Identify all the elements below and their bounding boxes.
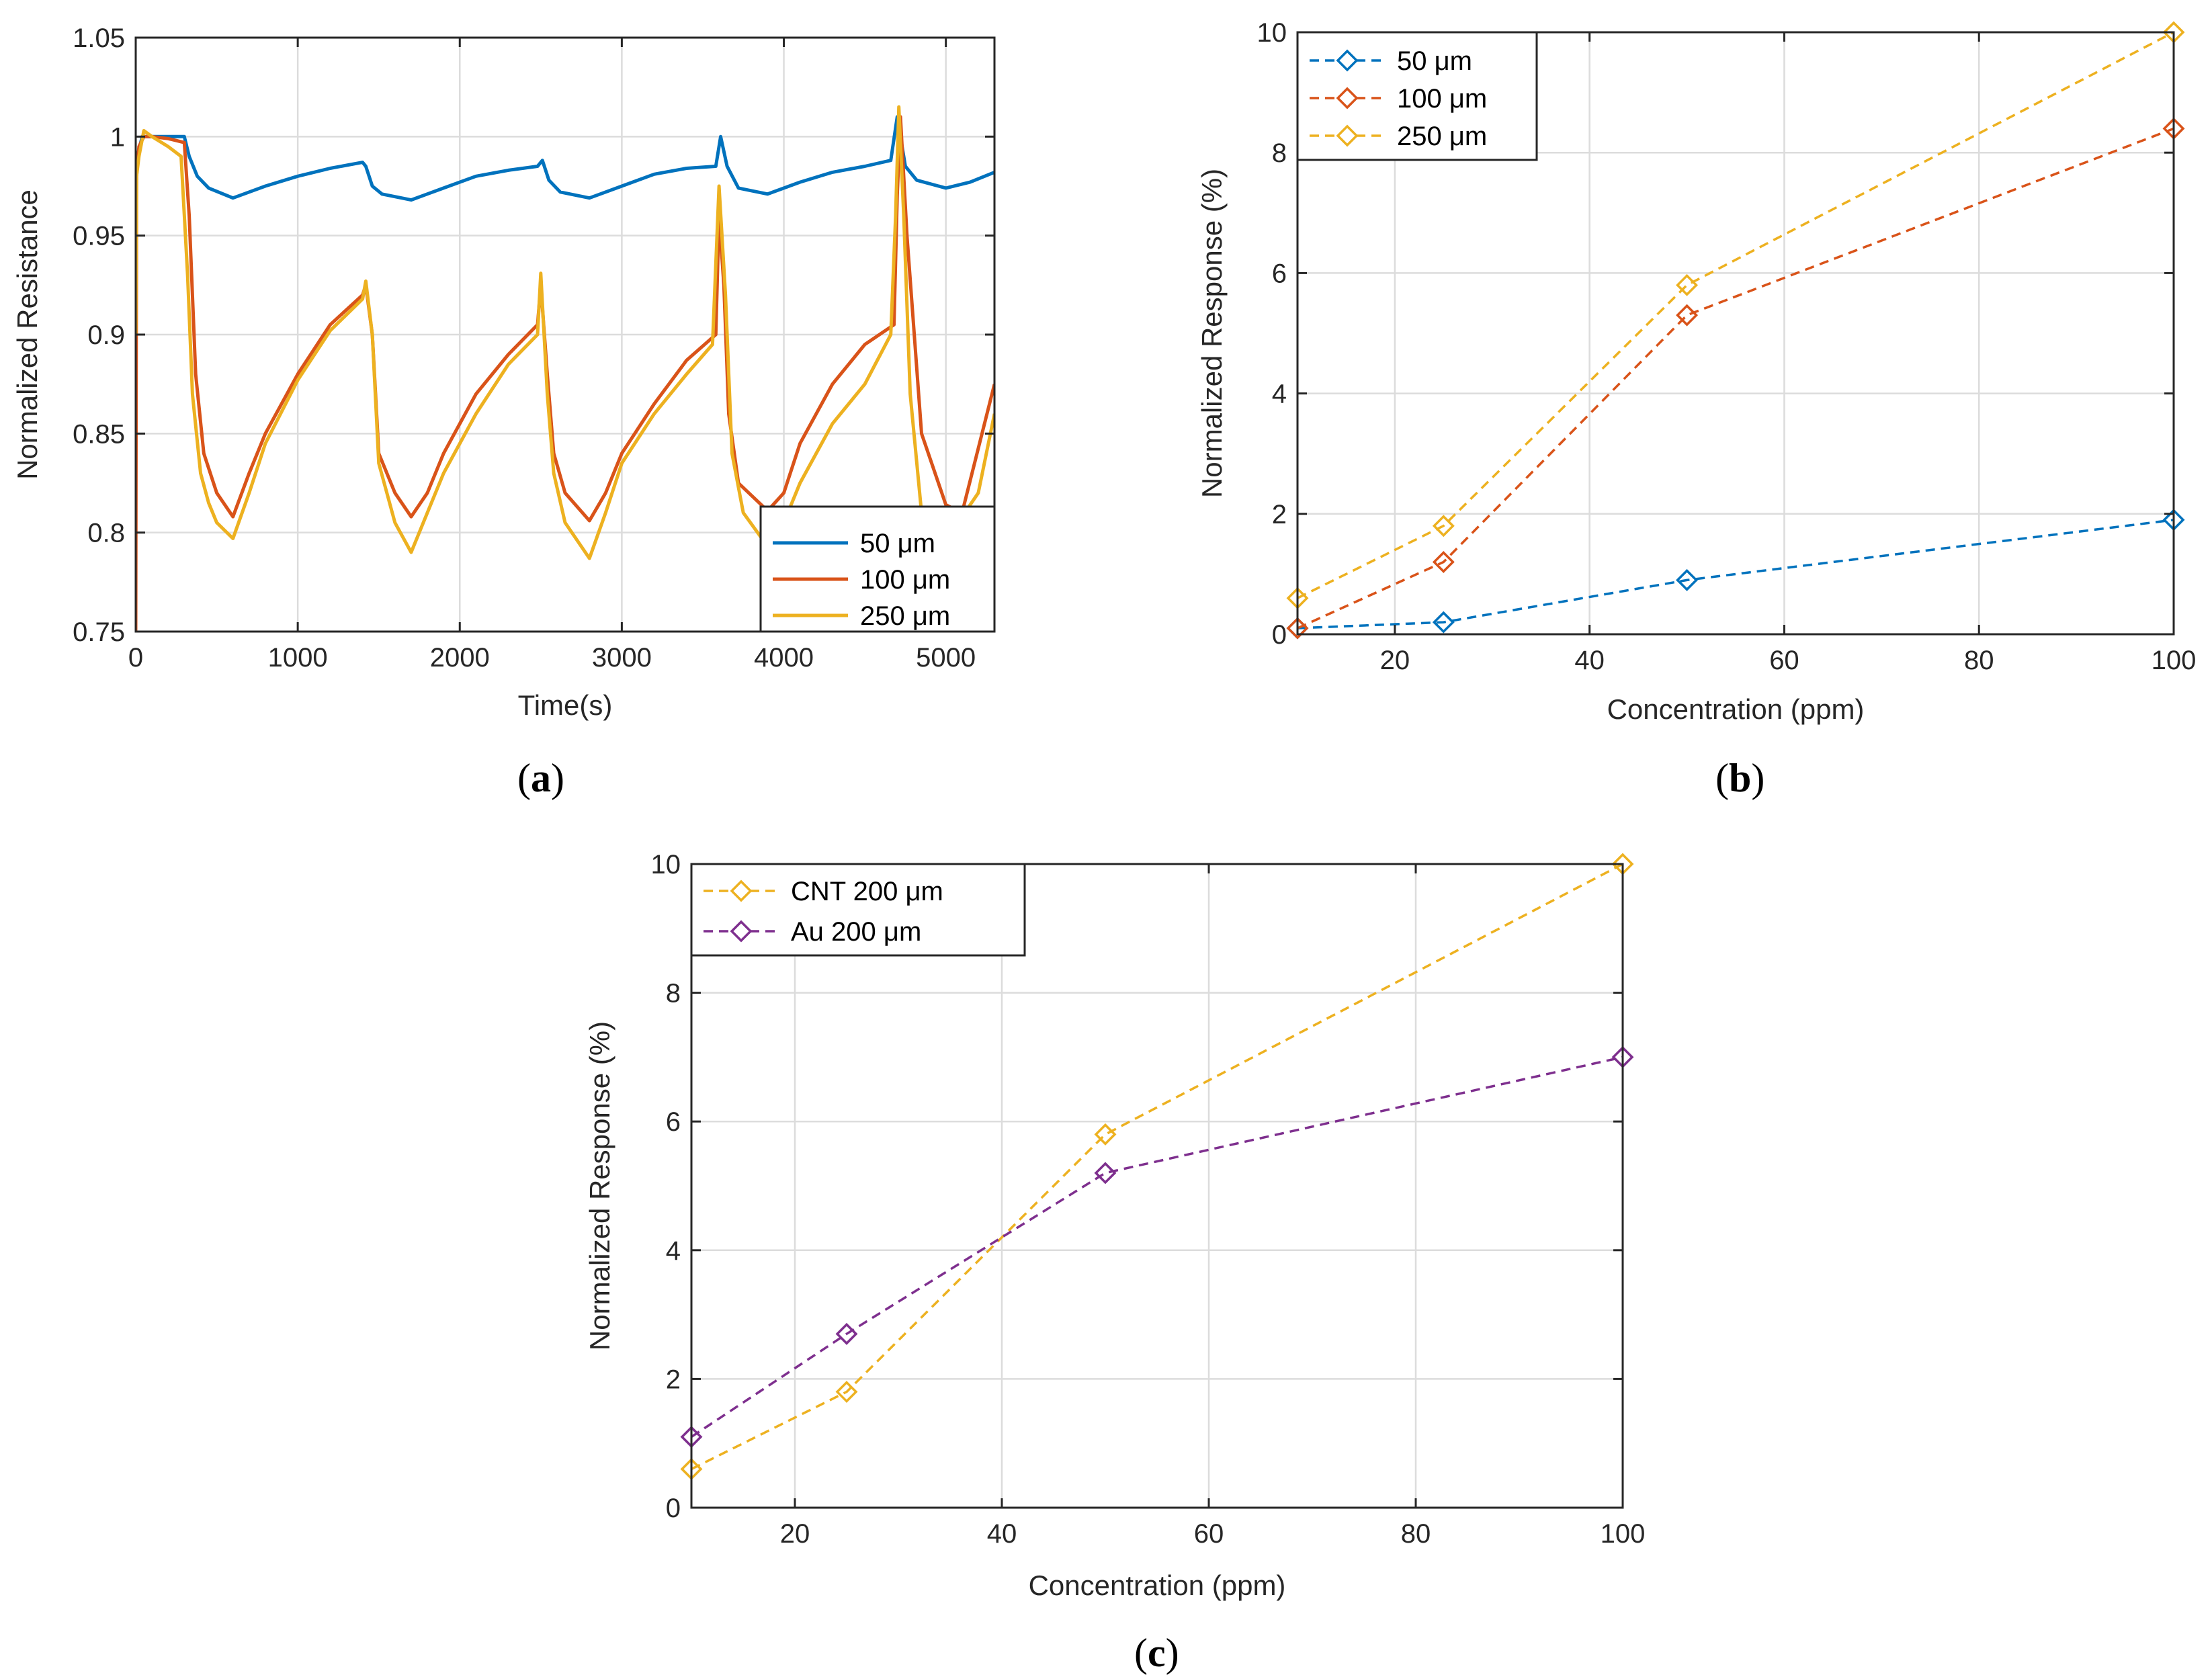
chart-b-ylabel: Normalized Response (%) <box>1196 169 1228 498</box>
chart-b-xtick-label-4: 100 <box>2152 646 2197 675</box>
chart-b-series-2-point-2 <box>1676 273 1699 296</box>
chart-a-xtick-label-3: 3000 <box>592 643 652 673</box>
chart-a-series-0-line <box>136 115 994 202</box>
chart-a-ytick-label-0: 0.75 <box>73 617 125 647</box>
chart-b-legend-box <box>1296 31 1538 161</box>
chart-b-ytick-label-3: 6 <box>1272 259 1287 288</box>
chart-a-caption-open: ( <box>517 756 531 800</box>
chart-c-axes-box <box>690 863 1624 1509</box>
chart-b-series-1-line <box>1298 127 2174 630</box>
chart-c-xlabel: Concentration (ppm) <box>1029 1570 1286 1601</box>
chart-c-ytick-label-3: 6 <box>666 1107 681 1137</box>
chart-c-series-0-line <box>691 864 1623 1471</box>
chart-c-legend-marker-1 <box>730 920 753 943</box>
chart-b-xtick-label-1: 40 <box>1574 646 1605 675</box>
chart-c-series-0-point-1 <box>835 1381 858 1404</box>
chart-c-caption-open: ( <box>1134 1631 1148 1675</box>
chart-a-ytick-label-2: 0.85 <box>73 419 125 449</box>
chart-b-caption-close: ) <box>1751 756 1764 800</box>
chart-b-legend-marker-2 <box>1336 124 1359 147</box>
chart-a-series-2-line <box>136 105 994 560</box>
chart-b-series-0-line <box>1298 519 2174 630</box>
chart-c-ytick-label-4: 8 <box>666 979 681 1008</box>
chart-b-caption-open: ( <box>1715 756 1729 800</box>
chart-a-xtick-label-5: 5000 <box>916 643 976 673</box>
chart-a-caption-close: ) <box>551 756 564 800</box>
chart-c-ytick-label-2: 4 <box>666 1236 681 1266</box>
chart-b-legend-label-2: 250 μm <box>1397 122 1487 151</box>
chart-a-ylabel: Normalized Resistance <box>11 189 43 480</box>
chart-c-xtick-label-4: 100 <box>1601 1519 1646 1549</box>
chart-b-ytick-label-0: 0 <box>1272 620 1287 650</box>
chart-c-legend-marker-0 <box>730 879 753 902</box>
chart-a-legend-label-2: 250 μm <box>860 601 950 631</box>
chart-c-ytick-label-0: 0 <box>666 1494 681 1523</box>
chart-c-series-1-point-1 <box>835 1322 858 1345</box>
chart-c: 20 40 60 80 100 0 2 4 6 8 10 Concentration (ppm) Nor… <box>584 850 1645 1675</box>
chart-a-xtick-label-4: 4000 <box>754 643 814 673</box>
chart-b-axes-box <box>1296 31 2175 636</box>
chart-b-ytick-label-2: 4 <box>1272 380 1287 409</box>
chart-a-legend-label-1: 100 μm <box>860 565 950 595</box>
chart-c-ytick-label-5: 10 <box>651 850 681 879</box>
chart-b-xtick-label-2: 60 <box>1769 646 1799 675</box>
chart-b-legend-marker-0 <box>1336 49 1359 72</box>
chart-b-series-1-point-0 <box>1286 617 1309 640</box>
chart-b-legend-marker-1 <box>1336 87 1359 110</box>
chart-b-legend: 50 μm 100 μm 250 μm <box>1296 31 1538 161</box>
chart-c-plot-area <box>691 864 1623 1508</box>
chart-c-caption-letter: c <box>1148 1631 1166 1675</box>
chart-c-legend-label-0: CNT 200 μm <box>791 877 943 906</box>
chart-b-series-0-point-1 <box>1432 611 1455 634</box>
chart-c-series-1-point-2 <box>1094 1162 1117 1185</box>
chart-c-xtick-label-2: 60 <box>1194 1519 1224 1549</box>
chart-a-ytick-label-1: 0.8 <box>87 519 125 548</box>
chart-c-caption: (c) <box>1134 1631 1179 1675</box>
chart-c-xtick-label-1: 40 <box>987 1519 1017 1549</box>
chart-a-xtick-label-0: 0 <box>128 643 143 673</box>
chart-a-legend: 50 μm 100 μm 250 μm <box>759 505 996 633</box>
chart-a-caption: (a) <box>517 756 564 800</box>
chart-a-legend-label-0: 50 μm <box>860 529 935 558</box>
chart-c-xtick-label-0: 20 <box>780 1519 810 1549</box>
chart-c-legend-label-1: Au 200 μm <box>791 917 921 947</box>
chart-b-ytick-label-1: 2 <box>1272 500 1287 529</box>
chart-c-legend: CNT 200 μm Au 200 μm <box>690 863 1026 957</box>
chart-b-series-2-point-1 <box>1432 515 1455 538</box>
chart-c-legend-box <box>690 863 1026 957</box>
chart-b-ytick-label-4: 8 <box>1272 138 1287 168</box>
chart-c-ytick-label-1: 2 <box>666 1365 681 1394</box>
chart-a-caption-letter: a <box>531 756 551 800</box>
chart-b-xtick-label-0: 20 <box>1380 646 1410 675</box>
chart-b-caption: (b) <box>1715 756 1764 800</box>
chart-c-series-0-point-2 <box>1094 1123 1117 1146</box>
chart-b-series-1-point-2 <box>1676 304 1699 327</box>
chart-b-caption-letter: b <box>1729 756 1751 800</box>
chart-a-xlabel: Time(s) <box>518 689 613 721</box>
chart-b-series-0-point-2 <box>1676 568 1699 591</box>
chart-b-xlabel: Concentration (ppm) <box>1607 693 1865 725</box>
chart-a-ytick-label-5: 1 <box>110 122 125 152</box>
chart-a-xtick-label-2: 2000 <box>430 643 490 673</box>
chart-a-ytick-label-4: 0.95 <box>73 222 125 251</box>
chart-b-legend-label-1: 100 μm <box>1397 84 1487 114</box>
chart-a-xtick-label-1: 1000 <box>268 643 328 673</box>
chart-a-legend-box <box>759 505 996 633</box>
chart-b-series-2-line <box>1298 32 2174 599</box>
chart-c-series-1-line <box>691 1056 1623 1438</box>
chart-b-xtick-label-3: 80 <box>1964 646 1994 675</box>
chart-c-ylabel: Normalized Response (%) <box>584 1021 615 1350</box>
chart-c-caption-close: ) <box>1166 1631 1179 1675</box>
chart-a-ytick-label-6: 1.05 <box>73 24 125 53</box>
chart-b-legend-label-0: 50 μm <box>1397 46 1472 76</box>
chart-b: 20 40 60 80 100 0 2 4 6 8 10 Concentration (ppm) Nor… <box>1196 18 2196 800</box>
chart-a-ytick-label-3: 0.9 <box>87 320 125 350</box>
chart-a: 0 1000 2000 3000 4000 5000 0.75 0.8 0.85 0.9 0.95 1… <box>11 24 996 800</box>
chart-b-series-1-point-1 <box>1432 551 1455 573</box>
chart-b-ytick-label-5: 10 <box>1257 18 1287 48</box>
chart-c-xtick-label-3: 80 <box>1401 1519 1431 1549</box>
